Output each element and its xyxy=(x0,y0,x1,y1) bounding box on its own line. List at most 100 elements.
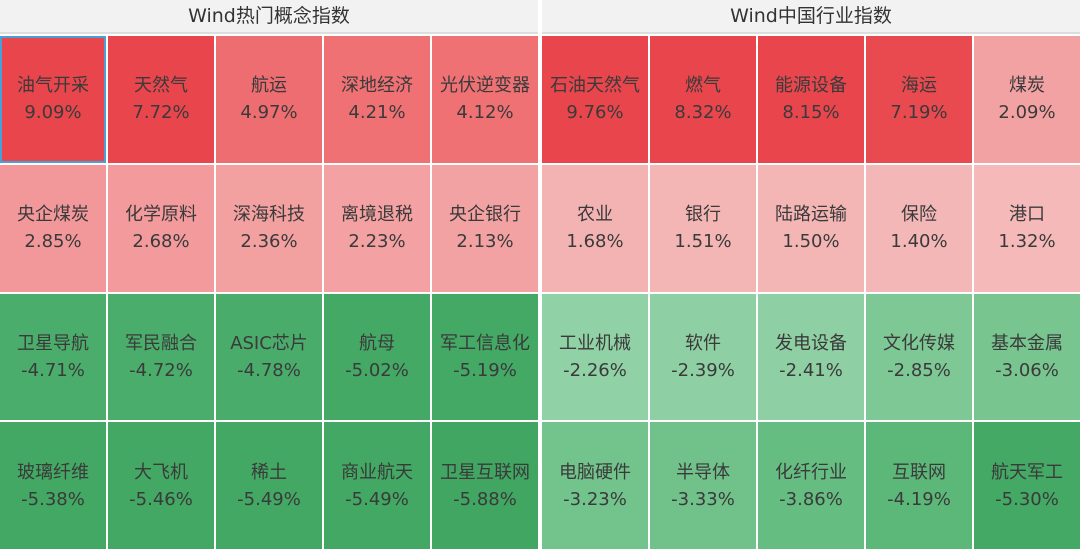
tile-name: 大飞机 xyxy=(134,461,188,483)
tile-name: 软件 xyxy=(685,332,721,354)
tile-name: 化学原料 xyxy=(125,204,197,226)
tile-value: -2.26% xyxy=(563,359,627,381)
tile-value: -5.30% xyxy=(995,488,1059,510)
tile-value: 9.76% xyxy=(566,102,624,124)
tile: 玻璃纤维 -5.38% xyxy=(0,422,106,549)
tile-value: 8.15% xyxy=(782,102,840,124)
tile-value: -5.46% xyxy=(129,488,193,510)
tile-name: 卫星导航 xyxy=(17,332,89,354)
tile: 煤炭 2.09% xyxy=(974,36,1080,163)
tile: 央企煤炭 2.85% xyxy=(0,164,106,292)
tile-value: -5.49% xyxy=(345,488,409,510)
tile: 能源设备 8.15% xyxy=(758,36,864,163)
tile-name: 能源设备 xyxy=(775,75,847,97)
tile-value: 1.32% xyxy=(998,231,1056,253)
tile: 航天军工 -5.30% xyxy=(974,422,1080,549)
tile: 石油天然气 9.76% xyxy=(542,36,648,163)
tile: 半导体 -3.33% xyxy=(650,422,756,549)
tile-value: 2.09% xyxy=(998,102,1056,124)
tile-value: 1.40% xyxy=(890,231,948,253)
tile-value: 1.51% xyxy=(674,231,732,253)
panel-title: Wind中国行业指数 xyxy=(542,0,1080,34)
tile: 港口 1.32% xyxy=(974,164,1080,292)
tile-name: 保险 xyxy=(901,204,937,226)
tile-name: 光伏逆变器 xyxy=(440,75,530,97)
tile: 深海科技 2.36% xyxy=(216,164,322,292)
tile-name: 农业 xyxy=(577,204,613,226)
tile: 央企银行 2.13% xyxy=(432,164,538,292)
tile-name: 煤炭 xyxy=(1009,75,1045,97)
tile-name: 陆路运输 xyxy=(775,204,847,226)
tile-value: 7.72% xyxy=(132,102,190,124)
tile-value: -3.06% xyxy=(995,359,1059,381)
tile-value: -5.02% xyxy=(345,359,409,381)
tile-value: -3.33% xyxy=(671,488,735,510)
tile: 军民融合 -4.72% xyxy=(108,293,214,421)
tile: 卫星导航 -4.71% xyxy=(0,293,106,421)
tile: 稀土 -5.49% xyxy=(216,422,322,549)
tile: 天然气 7.72% xyxy=(108,36,214,163)
tile: 软件 -2.39% xyxy=(650,293,756,421)
tile: 陆路运输 1.50% xyxy=(758,164,864,292)
tile-grid: 油气开采 9.09% 天然气 7.72% 航运 4.97% 深地经济 4.21% 光伏逆变器 4.… xyxy=(0,34,538,549)
tile-value: -2.41% xyxy=(779,359,843,381)
tile-grid: 石油天然气 9.76% 燃气 8.32% 能源设备 8.15% 海运 7.19% 煤炭 2.09%… xyxy=(542,34,1080,549)
tile-name: 深海科技 xyxy=(233,204,305,226)
tile-name: 银行 xyxy=(685,204,721,226)
tile: 农业 1.68% xyxy=(542,164,648,292)
tile: 大飞机 -5.46% xyxy=(108,422,214,549)
tile-name: 港口 xyxy=(1009,204,1045,226)
tile-name: 基本金属 xyxy=(991,332,1063,354)
tile-value: 2.68% xyxy=(132,231,190,253)
tile-value: 1.68% xyxy=(566,231,624,253)
tile: 工业机械 -2.26% xyxy=(542,293,648,421)
tile-name: 石油天然气 xyxy=(550,75,640,97)
tile-value: -4.19% xyxy=(887,488,951,510)
tile-name: 央企银行 xyxy=(449,204,521,226)
tile-value: -4.78% xyxy=(237,359,301,381)
tile: 化学原料 2.68% xyxy=(108,164,214,292)
tile-name: 海运 xyxy=(901,75,937,97)
tile-value: -4.72% xyxy=(129,359,193,381)
tile: 基本金属 -3.06% xyxy=(974,293,1080,421)
tile-value: 2.23% xyxy=(348,231,406,253)
tile-value: -4.71% xyxy=(21,359,85,381)
tile-value: 4.21% xyxy=(348,102,406,124)
tile: 商业航天 -5.49% xyxy=(324,422,430,549)
tile-name: 玻璃纤维 xyxy=(17,461,89,483)
tile: 深地经济 4.21% xyxy=(324,36,430,163)
tile: 油气开采 9.09% xyxy=(0,36,106,163)
tile: 电脑硬件 -3.23% xyxy=(542,422,648,549)
tile-value: 4.12% xyxy=(456,102,514,124)
panel-title: Wind热门概念指数 xyxy=(0,0,538,34)
tile: 化纤行业 -3.86% xyxy=(758,422,864,549)
tile-name: 商业航天 xyxy=(341,461,413,483)
tile: 银行 1.51% xyxy=(650,164,756,292)
tile-name: 军工信息化 xyxy=(440,332,530,354)
tile-value: 2.13% xyxy=(456,231,514,253)
tile-value: -5.88% xyxy=(453,488,517,510)
tile-value: 9.09% xyxy=(24,102,82,124)
tile-value: -2.39% xyxy=(671,359,735,381)
tile-value: -2.85% xyxy=(887,359,951,381)
tile-value: 1.50% xyxy=(782,231,840,253)
tile: 保险 1.40% xyxy=(866,164,972,292)
tile-name: 深地经济 xyxy=(341,75,413,97)
tile: 军工信息化 -5.19% xyxy=(432,293,538,421)
tile-value: 2.36% xyxy=(240,231,298,253)
tile-name: 航天军工 xyxy=(991,461,1063,483)
tile-name: 文化传媒 xyxy=(883,332,955,354)
tile-value: 2.85% xyxy=(24,231,82,253)
tile-name: 发电设备 xyxy=(775,332,847,354)
tile-name: 天然气 xyxy=(134,75,188,97)
tile-value: -3.23% xyxy=(563,488,627,510)
tile-name: 军民融合 xyxy=(125,332,197,354)
panel: Wind中国行业指数 石油天然气 9.76% 燃气 8.32% 能源设备 8.15% 海运 7.… xyxy=(542,0,1080,549)
tile-value: -3.86% xyxy=(779,488,843,510)
tile-value: -5.19% xyxy=(453,359,517,381)
tile-name: 半导体 xyxy=(676,461,730,483)
tile-value: -5.38% xyxy=(21,488,85,510)
tile-name: 航母 xyxy=(359,332,395,354)
tile: 光伏逆变器 4.12% xyxy=(432,36,538,163)
